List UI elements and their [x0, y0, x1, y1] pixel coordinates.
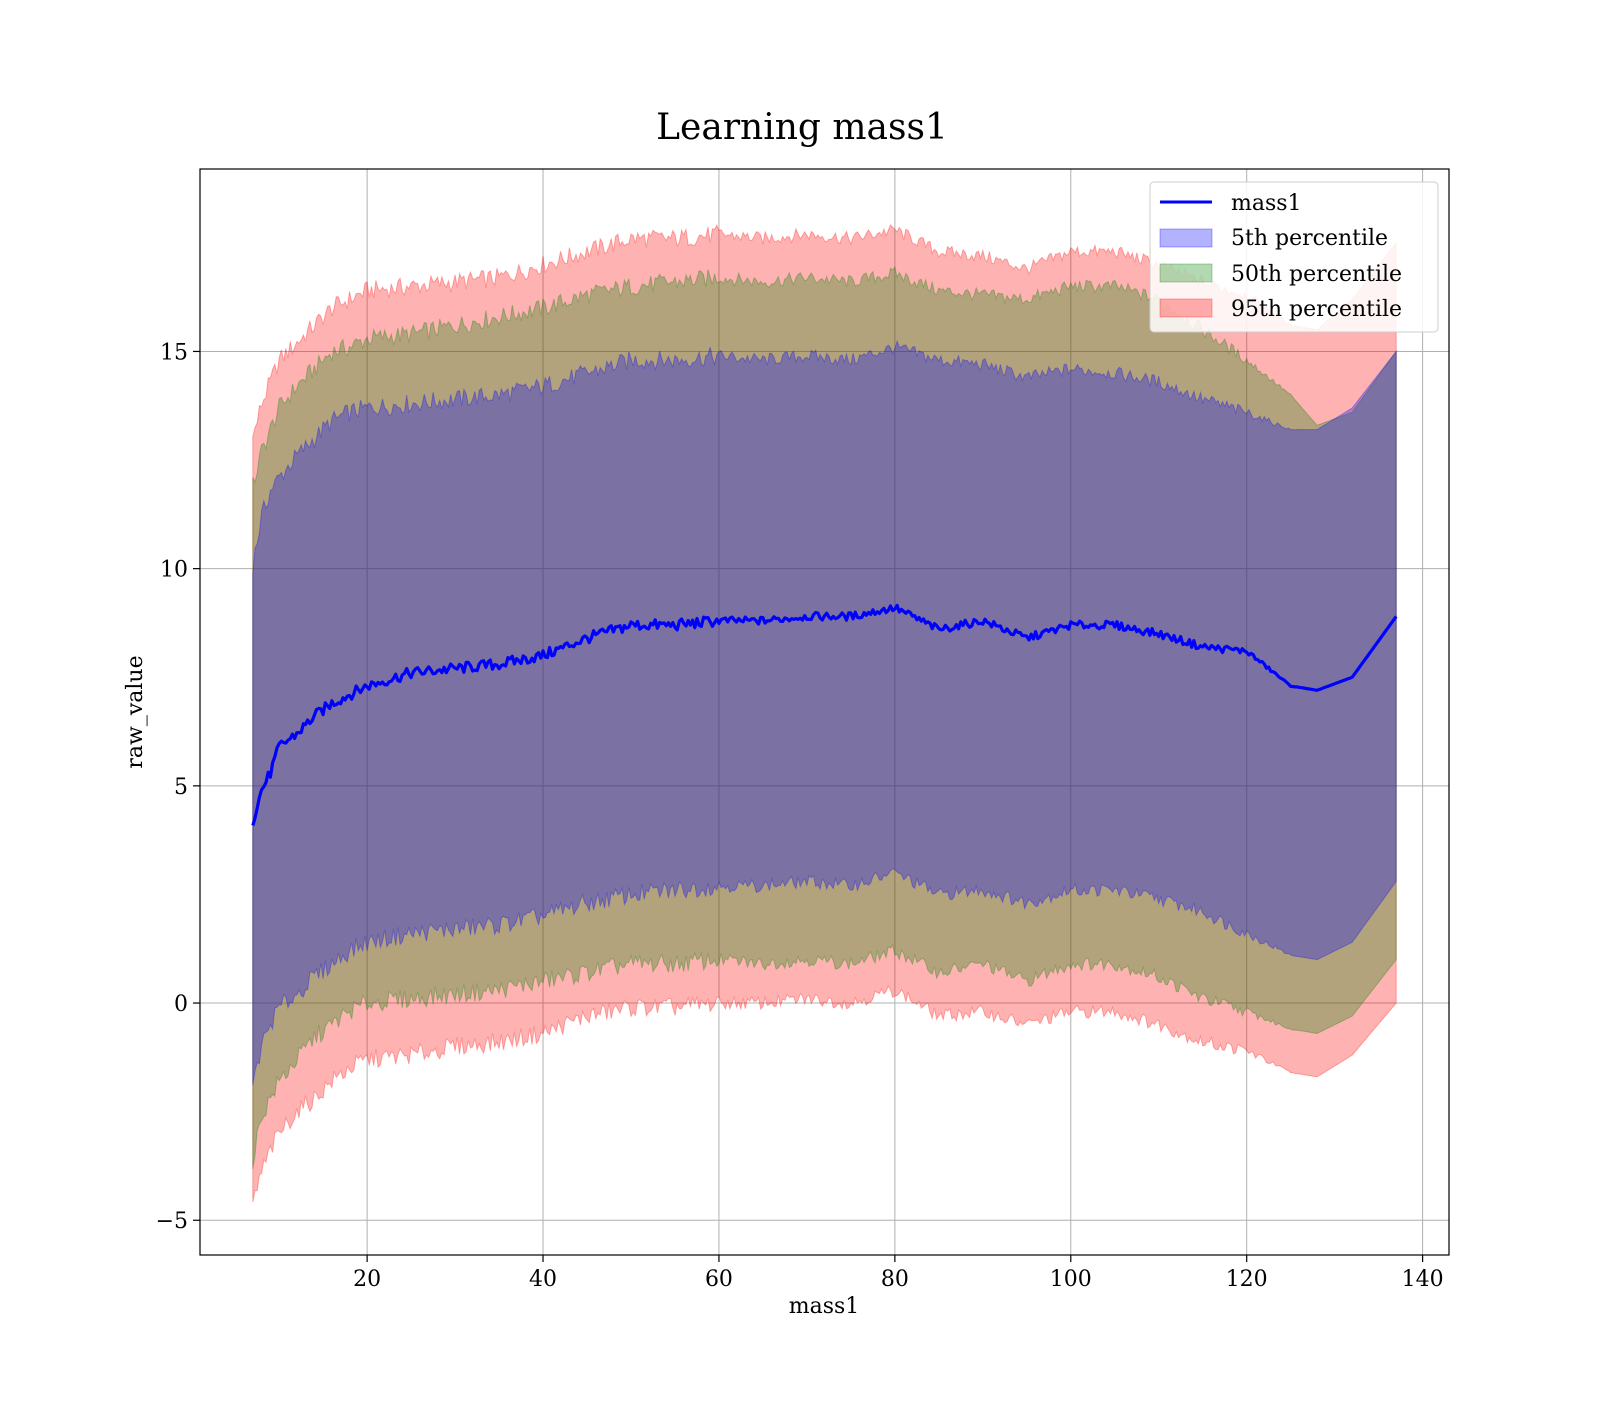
x-tick-label-0: 20 [353, 1267, 381, 1292]
plot-frame [199, 168, 1450, 1256]
legend-swatch-95th [1159, 298, 1213, 318]
x-tick-label-6: 140 [1402, 1267, 1444, 1292]
y-tick-label-0: −5 [156, 1209, 188, 1234]
series-line-mass1 [251, 603, 1398, 826]
band-5th-percentile [252, 339, 1397, 1086]
y-tick-label-2: 5 [174, 775, 188, 800]
y-tick-label-3: 10 [160, 558, 188, 583]
x-tick-label-5: 120 [1226, 1267, 1268, 1292]
x-tick-label-2: 60 [705, 1267, 733, 1292]
series-line-group [251, 603, 1398, 826]
grid [200, 169, 1449, 1255]
x-tick-label-3: 80 [881, 1267, 909, 1292]
legend-label-5th: 5th percentile [1231, 226, 1388, 251]
legend-swatch-5th [1159, 228, 1213, 248]
y-tick-label-1: 0 [174, 992, 188, 1017]
band-95th-percentile [252, 223, 1397, 1203]
x-tick-label-1: 40 [529, 1267, 557, 1292]
chart-title: Learning mass1 [656, 107, 948, 148]
legend-label-50th: 50th percentile [1231, 262, 1402, 287]
legend-box [1149, 181, 1439, 333]
plot-area [200, 169, 1449, 1255]
y-axis-ticks: −5 0 5 10 15 [156, 340, 200, 1234]
legend-label-95th: 95th percentile [1231, 297, 1402, 322]
y-axis-label: raw_value [123, 655, 148, 768]
band-50th-percentile [252, 265, 1397, 1169]
legend: mass1 5th percentile 50th percentile 95t… [1149, 181, 1439, 333]
x-axis-ticks: 20 40 60 80 100 120 140 [353, 1255, 1444, 1292]
legend-swatch-50th [1159, 263, 1213, 283]
legend-label-mass1: mass1 [1231, 191, 1302, 216]
percentile-bands [252, 223, 1397, 1203]
x-axis-label: mass1 [789, 1294, 860, 1319]
y-tick-label-4: 15 [160, 340, 188, 365]
x-tick-label-4: 100 [1050, 1267, 1092, 1292]
